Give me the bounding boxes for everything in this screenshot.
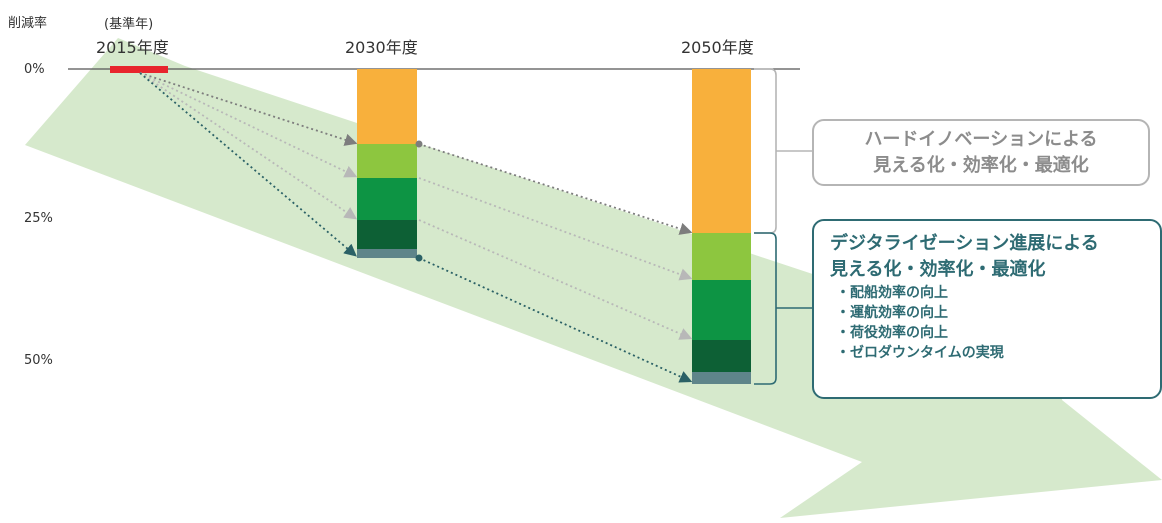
callout-digital-bullet: ・運航効率の向上 (836, 305, 948, 321)
callout-hard-line1: ハードイノベーションによる (864, 129, 1098, 150)
connectors-2030-2050 (418, 143, 693, 383)
year-2050-label: 2050年度 (681, 38, 754, 57)
connector-dot-dark (415, 254, 423, 262)
bar-2030-green (357, 178, 417, 220)
y-tick-0: 0% (24, 62, 45, 77)
callout-digital-bullet: ・配船効率の向上 (836, 285, 948, 301)
bracket-hard (754, 68, 812, 234)
bar-2030-orange (357, 69, 417, 144)
bar-2050-slate (692, 372, 751, 384)
bar-2050-dark-green (692, 340, 751, 372)
callout-digital-line1: デジタライゼーション進展による (830, 233, 1099, 254)
callout-hard-line2: 見える化・効率化・最適化 (873, 155, 1089, 176)
year-2015-label: 2015年度 (96, 38, 169, 57)
connector-2015-2030-total (139, 72, 357, 257)
bar-2050-orange (692, 69, 751, 233)
y-tick-50: 50% (24, 353, 53, 368)
bar-2050 (692, 69, 751, 384)
callout-hard-innovation: ハードイノベーションによる 見える化・効率化・最適化 (812, 119, 1150, 186)
connector-dot-gray (415, 140, 423, 148)
bar-2030-slate (357, 249, 417, 258)
callout-digital-bullet: ・荷役効率の向上 (836, 325, 948, 341)
connector-2030-2050-green (418, 219, 693, 340)
connector-2015-2030-green (139, 72, 358, 220)
bar-2050-green (692, 280, 751, 340)
bar-2030-dark-green (357, 220, 417, 249)
connector-2030-2050-light-green (418, 177, 693, 281)
y-tick-25: 25% (24, 211, 53, 226)
y-axis-title: 削減率 (8, 16, 48, 31)
callout-digitalization: デジタライゼーション進展による 見える化・効率化・最適化 ・配船効率の向上 ・運… (812, 219, 1162, 399)
bar-2050-light-green (692, 233, 751, 280)
bracket-digital (754, 232, 812, 385)
base-year-note: (基準年) (104, 17, 154, 32)
bar-2030 (357, 69, 417, 258)
bar-2030-light-green (357, 144, 417, 178)
connectors-2015-2030 (139, 72, 358, 257)
year-2030-label: 2030年度 (345, 38, 418, 57)
callout-digital-bullet: ・ゼロダウンタイムの実現 (836, 345, 1004, 361)
baseline-2015-bar (110, 66, 168, 73)
callout-digital-line2: 見える化・効率化・最適化 (830, 259, 1046, 280)
